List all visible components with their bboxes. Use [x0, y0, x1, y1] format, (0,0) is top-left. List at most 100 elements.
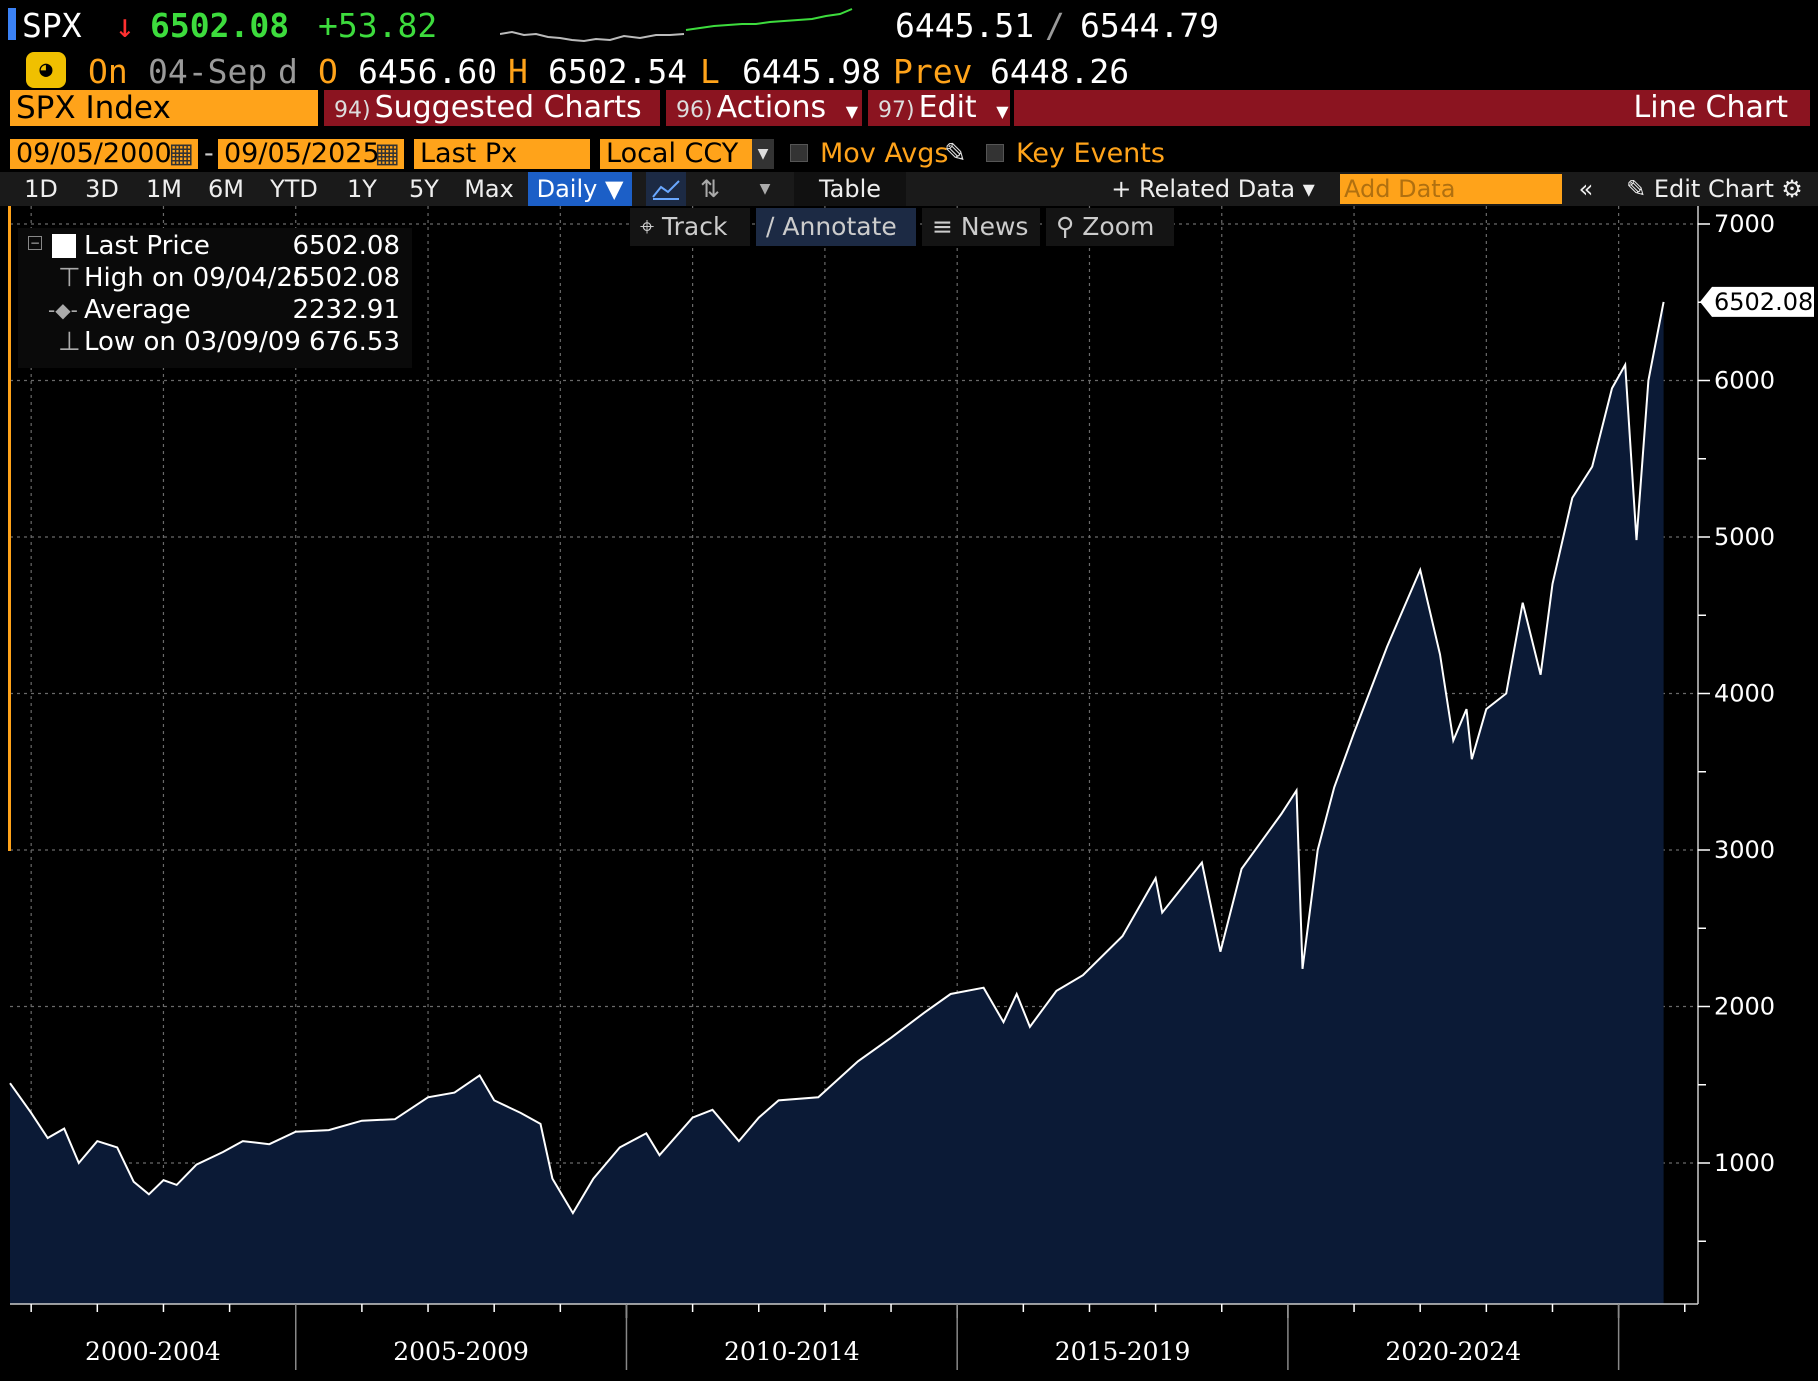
price-area	[10, 301, 1664, 1304]
ticker-symbol[interactable]: SPX	[22, 6, 82, 45]
bar-chart-icon[interactable]: ⇅	[699, 175, 721, 203]
currency-selector[interactable]: Local CCY ▼	[600, 139, 774, 169]
average-marker-icon: -◆-	[48, 298, 78, 322]
legend-high-row: ⊤ High on 09/04/25 6502.08	[18, 262, 412, 294]
gauge-icon[interactable]: ◕	[26, 52, 66, 88]
x-group-label: 2020-2024	[1385, 1337, 1521, 1366]
chart-legend: − Last Price 6502.08 ⊤ High on 09/04/25 …	[18, 228, 412, 368]
security-field[interactable]: SPX Index	[10, 90, 318, 126]
line-chart-icon[interactable]	[646, 172, 686, 206]
table-button[interactable]: Table	[794, 172, 906, 206]
x-group-label: 2015-2019	[1055, 1337, 1191, 1366]
mov-avgs-checkbox[interactable]	[790, 144, 808, 162]
legend-high-value: 6502.08	[292, 263, 400, 293]
calendar-icon[interactable]: ▦	[374, 138, 400, 169]
frequency-dropdown[interactable]: Daily ▼	[528, 172, 632, 206]
tab-1d[interactable]: 1D	[24, 175, 58, 203]
prev-value: 6448.26	[990, 52, 1130, 91]
legend-low-row: ⊥ Low on 03/09/09 676.53	[18, 326, 412, 358]
legend-average-row: -◆- Average 2232.91	[18, 294, 412, 326]
tab-ytd[interactable]: YTD	[270, 175, 318, 203]
x-group-label: 2000-2004	[85, 1337, 221, 1366]
low-label: L	[700, 52, 720, 91]
y-axis: 1000 2000 3000 4000 5000 6000 7000	[1697, 206, 1775, 1304]
end-date-field[interactable]: 09/05/2025 ▦	[218, 139, 404, 169]
quote-header: SPX ↓ 6502.08 +53.82 6445.51 / 6544.79	[0, 0, 1818, 50]
legend-last-label: Last Price	[84, 231, 210, 261]
pencil-icon: ✎	[1626, 175, 1647, 203]
actions-button[interactable]: 96) Actions ▼	[666, 90, 862, 126]
tab-3d[interactable]: 3D	[85, 175, 119, 203]
y-tick-label: 4000	[1714, 680, 1775, 708]
dropdown-arrow-icon[interactable]: ▼	[752, 139, 774, 169]
x-group-label: 2010-2014	[724, 1337, 860, 1366]
add-data-input[interactable]: Add Data	[1340, 174, 1562, 204]
y-tick-label: 2000	[1714, 993, 1775, 1021]
range-toolbar: 1D 3D 1M 6M YTD 1Y 5Y Max Daily ▼ ⇅ ▼ Ta…	[0, 172, 1818, 206]
tab-6m[interactable]: 6M	[208, 175, 244, 203]
calendar-icon[interactable]: ▦	[168, 138, 194, 169]
tab-5y[interactable]: 5Y	[409, 175, 439, 203]
actions-label: Actions	[716, 90, 827, 125]
intraday-sparkline	[500, 8, 853, 43]
high-marker-icon: ⊤	[58, 263, 81, 293]
track-button[interactable]: ⌖ Track	[630, 208, 750, 246]
prev-label: Prev	[893, 52, 973, 91]
suggested-charts-label: Suggested Charts	[374, 90, 642, 125]
y-tick-label: 6000	[1714, 367, 1775, 395]
track-label: Track	[662, 212, 728, 241]
add-data-placeholder: Add Data	[1344, 175, 1456, 203]
legend-average-value: 2232.91	[292, 295, 400, 325]
start-date-field[interactable]: 09/05/2000 ▦	[10, 139, 198, 169]
day-range-low: 6445.51	[895, 6, 1035, 45]
mov-avgs-label[interactable]: Mov Avgs	[820, 138, 949, 169]
key-events-label[interactable]: Key Events	[1016, 138, 1165, 169]
legend-last-row[interactable]: − Last Price 6502.08	[18, 230, 412, 262]
tab-1y[interactable]: 1Y	[347, 175, 377, 203]
low-marker-icon: ⊥	[58, 327, 81, 357]
high-label: H	[508, 52, 528, 91]
start-date-value: 09/05/2000	[16, 138, 172, 169]
edit-number: 97)	[878, 98, 915, 123]
key-events-checkbox[interactable]	[986, 144, 1004, 162]
collapse-icon[interactable]: «	[1578, 175, 1594, 203]
annotate-button[interactable]: ∕ Annotate	[756, 208, 916, 246]
net-change: +53.82	[318, 6, 438, 45]
crosshair-icon: ⌖	[640, 212, 655, 241]
legend-low-value: 676.53	[309, 327, 400, 357]
chart-type-title[interactable]: Line Chart	[1014, 90, 1810, 126]
edit-chart-button[interactable]: ✎ Edit Chart	[1612, 172, 1788, 206]
last-price-tag	[1700, 286, 1814, 317]
x-axis: 2000-2004 2005-2009 2010-2014 2015-2019 2020…	[10, 1303, 1698, 1370]
gear-icon[interactable]: ⚙	[1781, 175, 1803, 203]
quote-details: ◕ On 04-Sep d O 6456.60 H 6502.54 L 6445…	[0, 50, 1818, 92]
suggested-charts-number: 94)	[334, 98, 371, 123]
collapse-toggle-icon[interactable]: −	[28, 236, 42, 250]
field-selector[interactable]: Last Px	[414, 139, 590, 169]
open-label: O	[318, 52, 338, 91]
y-tick-label: 5000	[1714, 523, 1775, 551]
left-accent-bar	[8, 206, 11, 851]
date-range-dash: -	[204, 138, 214, 169]
pencil-icon[interactable]: ✎	[944, 138, 967, 169]
chevron-down-icon: ▼	[845, 102, 859, 121]
tab-max[interactable]: Max	[464, 175, 514, 203]
y-tick-label: 7000	[1714, 210, 1775, 238]
chart-type-dropdown-icon[interactable]: ▼	[759, 181, 771, 197]
legend-low-label: Low on 03/09/09	[84, 327, 301, 357]
day-range-high: 6544.79	[1080, 6, 1220, 45]
news-button[interactable]: ≡ News	[922, 208, 1040, 246]
suggested-charts-button[interactable]: 94)Suggested Charts ▼	[324, 90, 660, 160]
edit-label: Edit	[918, 90, 977, 125]
news-label: News	[960, 212, 1029, 241]
tab-1m[interactable]: 1M	[146, 175, 182, 203]
chart-settings-bar: 09/05/2000 ▦ - 09/05/2025 ▦ Last Px Loca…	[0, 136, 1818, 170]
zoom-button[interactable]: ⚲ Zoom	[1046, 208, 1174, 246]
related-data-button[interactable]: + Related Data ▾	[1111, 175, 1315, 203]
news-icon: ≡	[932, 212, 953, 241]
end-date-value: 09/05/2025	[224, 138, 380, 169]
quote-date: 04-Sep	[148, 52, 268, 91]
edit-button[interactable]: 97) Edit ▼	[868, 90, 1010, 126]
last-price-label: 6502.08	[1700, 286, 1814, 317]
